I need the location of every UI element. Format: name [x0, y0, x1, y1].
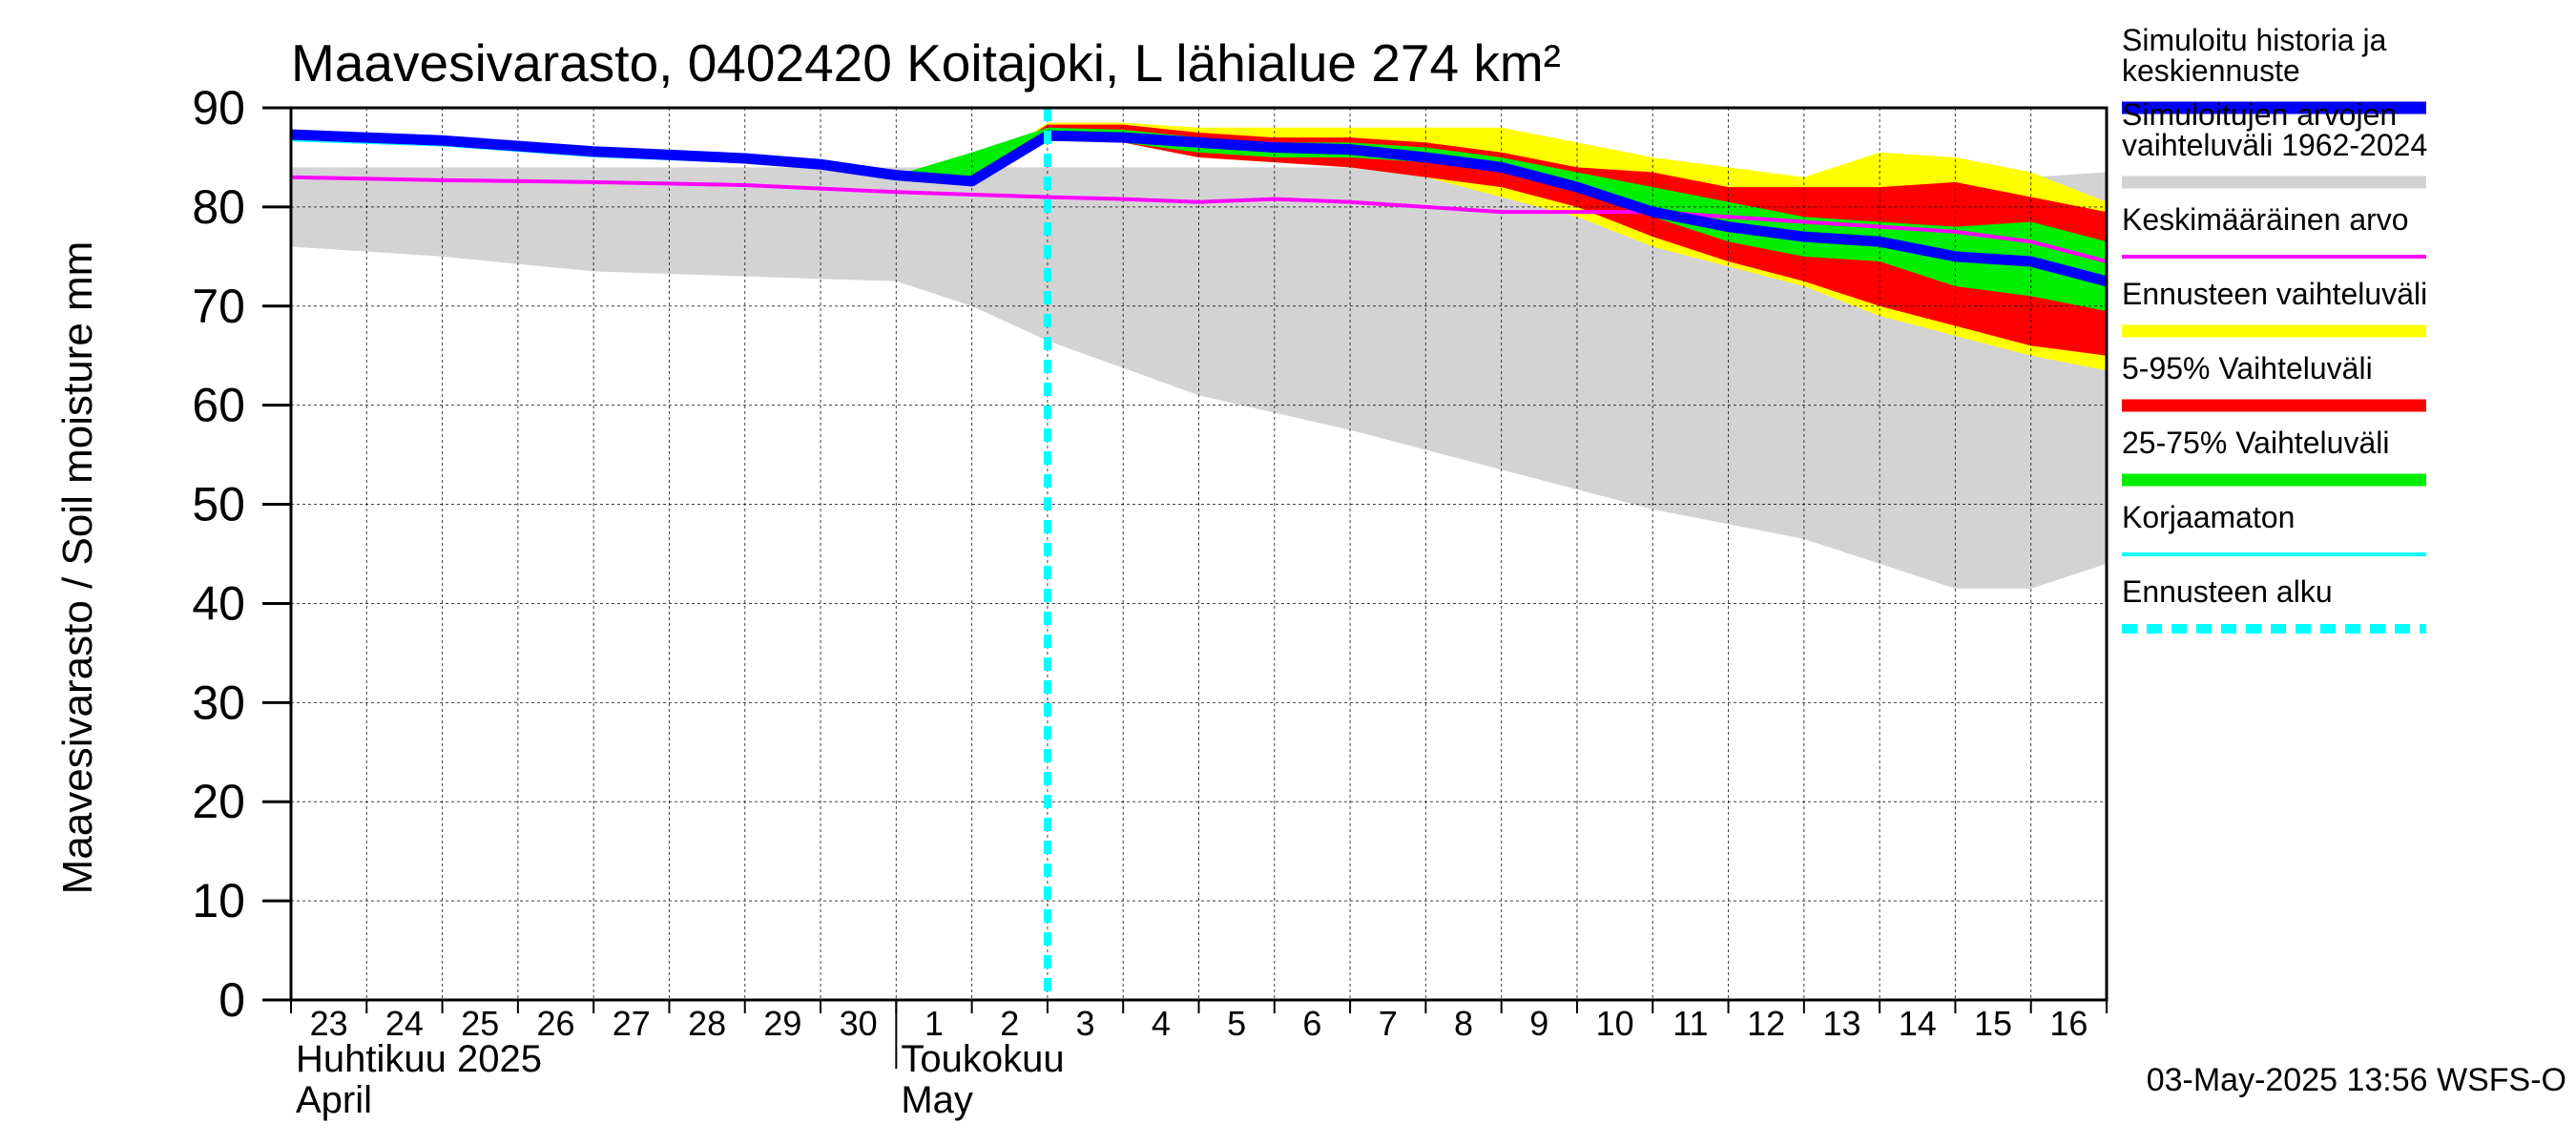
chart-title: Maavesivarasto, 0402420 Koitajoki, L läh… — [291, 33, 1561, 93]
x-tick-label: 6 — [1302, 1004, 1321, 1043]
legend-label: keskiennuste — [2122, 53, 2300, 88]
y-tick-label: 20 — [192, 775, 245, 828]
x-tick-label: 13 — [1822, 1004, 1860, 1043]
x-tick-label: 2 — [1000, 1004, 1019, 1043]
x-tick-label: 15 — [1974, 1004, 2012, 1043]
x-tick-label: 25 — [461, 1004, 499, 1043]
legend-label: 25-75% Vaihteluväli — [2122, 426, 2389, 460]
legend-label: Keskimääräinen arvo — [2122, 202, 2409, 237]
y-tick-label: 0 — [218, 973, 245, 1027]
x-tick-label: 7 — [1379, 1004, 1398, 1043]
month-label-fi: Huhtikuu 2025 — [296, 1038, 542, 1080]
y-tick-label: 50 — [192, 478, 245, 531]
legend-label: Simuloitu historia ja — [2122, 23, 2387, 57]
legend-label: Ennusteen vaihteluväli — [2122, 277, 2427, 311]
timestamp: 03-May-2025 13:56 WSFS-O — [2147, 1062, 2566, 1098]
legend-label: Ennusteen alku — [2122, 574, 2333, 609]
x-tick-label: 11 — [1672, 1004, 1708, 1043]
y-tick-label: 80 — [192, 180, 245, 234]
y-tick-label: 30 — [192, 676, 245, 729]
legend-label: Korjaamaton — [2122, 500, 2295, 534]
y-tick-label: 90 — [192, 81, 245, 135]
x-tick-label: 27 — [613, 1004, 651, 1043]
y-tick-label: 40 — [192, 576, 245, 630]
y-tick-label: 70 — [192, 280, 245, 333]
x-tick-label: 12 — [1747, 1004, 1785, 1043]
x-tick-label: 14 — [1899, 1004, 1937, 1043]
line-simuloitu-historia-ja-keskiennuste — [290, 129, 2109, 287]
x-tick-label: 16 — [2049, 1004, 2088, 1043]
y-tick-label: 10 — [192, 874, 245, 927]
grid-lines — [291, 108, 2107, 1000]
x-tick-label: 3 — [1076, 1004, 1095, 1043]
data-lines — [290, 108, 2109, 1000]
line-keskimaarainen-arvo — [290, 175, 2108, 263]
x-tick-label: 23 — [310, 1004, 348, 1043]
x-tick-label: 5 — [1227, 1004, 1246, 1043]
x-tick-label: 4 — [1152, 1004, 1171, 1043]
y-tick-label: 60 — [192, 379, 245, 432]
x-tick-label: 10 — [1596, 1004, 1634, 1043]
legend-label: 5-95% Vaihteluväli — [2122, 351, 2373, 385]
x-tick-label: 29 — [763, 1004, 801, 1043]
legend-label: vaihteluväli 1962-2024 — [2122, 128, 2427, 162]
x-tick-label: 24 — [385, 1004, 424, 1043]
y-axis-label: Maavesivarasto / Soil moisture mm — [54, 241, 101, 895]
x-tick-label: 30 — [840, 1004, 878, 1043]
month-label-en: May — [901, 1079, 973, 1121]
x-tick-label: 26 — [536, 1004, 574, 1043]
x-tick-label: 9 — [1529, 1004, 1548, 1043]
month-label-fi: Toukokuu — [901, 1038, 1064, 1080]
x-tick-label: 1 — [924, 1004, 944, 1043]
x-tick-label: 28 — [688, 1004, 726, 1043]
legend-label: Simuloitujen arvojen — [2122, 97, 2397, 132]
x-tick-label: 8 — [1454, 1004, 1473, 1043]
month-label-en: April — [296, 1079, 372, 1121]
